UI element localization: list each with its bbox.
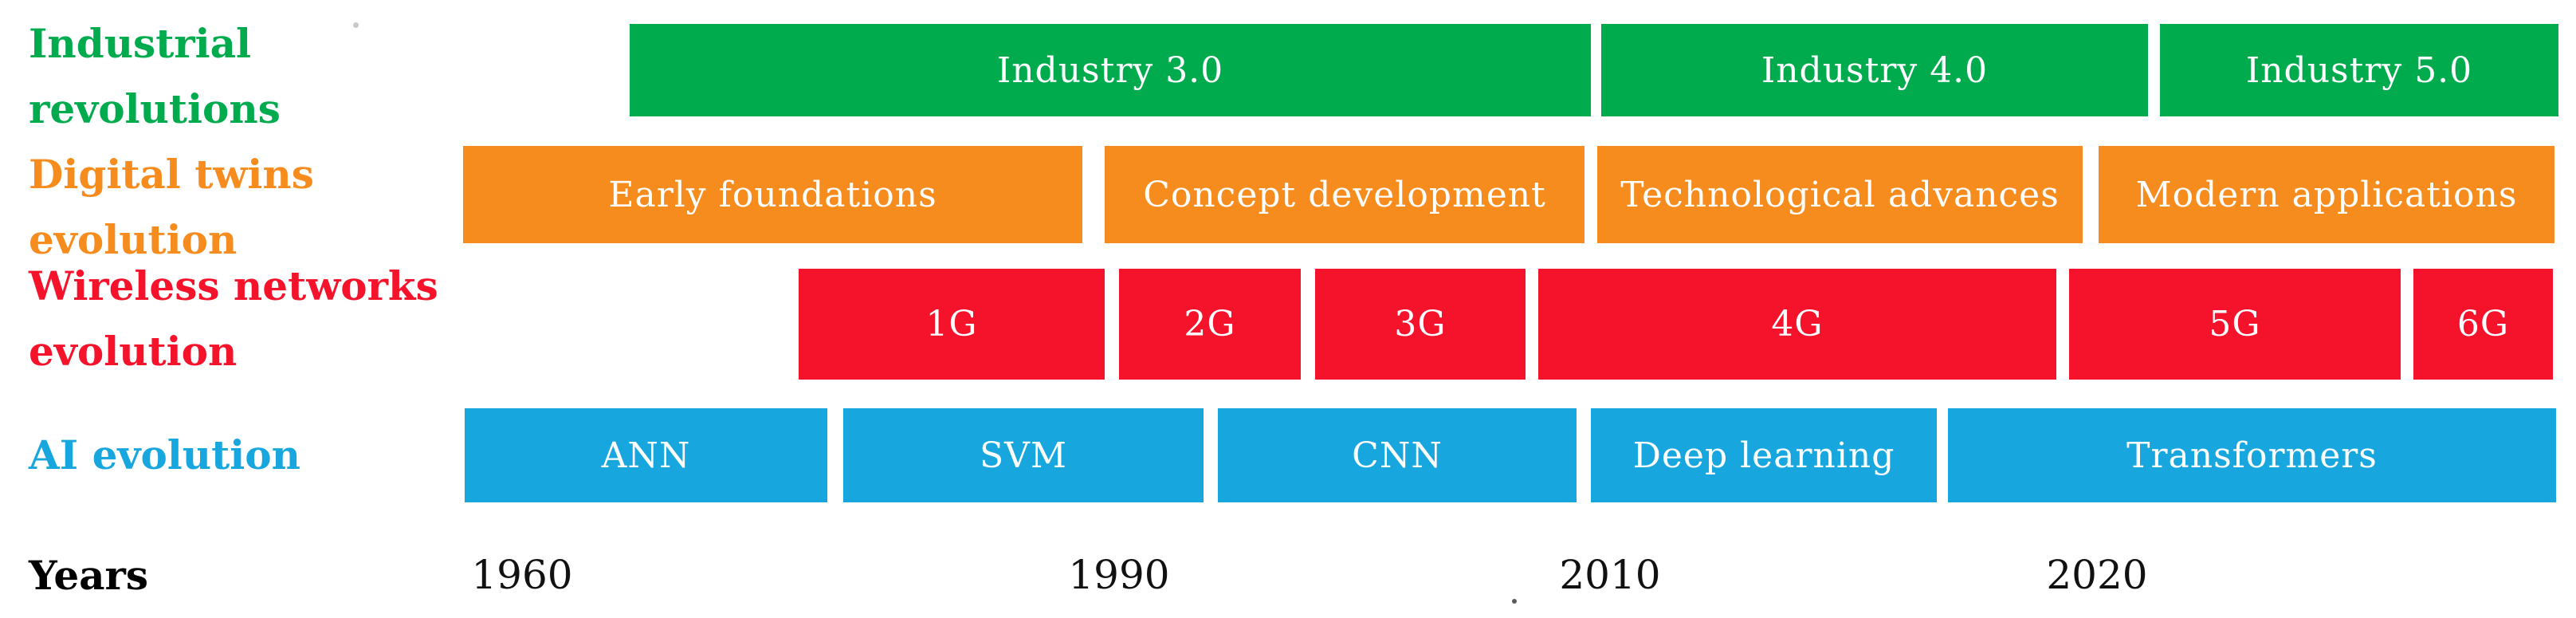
year-tick-2010: 2010 [1559, 552, 1661, 598]
timeline-bar-cnn: CNN [1218, 408, 1577, 502]
row-label-line: AI evolution [29, 431, 300, 478]
timeline-bar-svm: SVM [843, 408, 1204, 502]
timeline-bar-1g: 1G [799, 269, 1105, 380]
year-tick-2020: 2020 [2046, 552, 2148, 598]
timeline-bar-concept-development: Concept development [1105, 146, 1584, 243]
timeline-bar-6g: 6G [2413, 269, 2553, 380]
timeline-bar-label: 4G [1771, 304, 1824, 344]
timeline-bar-label: CNN [1352, 435, 1443, 476]
timeline-bar-label: Modern applications [2135, 174, 2518, 215]
row-label-line: Digital twins [29, 151, 314, 198]
timeline-bar-modern-applications: Modern applications [2099, 146, 2554, 243]
row-label-line: Industrial [29, 20, 252, 67]
row-label-line: Wireless networks [29, 262, 438, 309]
timeline-bar-label: ANN [601, 435, 691, 476]
timeline-bar-label: Industry 4.0 [1761, 49, 1989, 91]
timeline-bar-label: Technological advances [1620, 174, 2060, 215]
timeline-bar-early-foundations: Early foundations [463, 146, 1082, 243]
timeline-bar-label: 1G [925, 304, 978, 344]
timeline-bar-industry-4-0: Industry 4.0 [1601, 24, 2148, 116]
row-label-line: evolution [29, 328, 238, 375]
timeline-bar-label: Industry 5.0 [2245, 49, 2473, 91]
timeline-bar-label: 2G [1184, 304, 1236, 344]
timeline-bar-2g: 2G [1119, 269, 1301, 380]
timeline-bar-label: Early foundations [608, 174, 937, 215]
timeline-bar-industry-5-0: Industry 5.0 [2160, 24, 2558, 116]
timeline-bar-deep-learning: Deep learning [1591, 408, 1937, 502]
timeline-bar-label: Transformers [2126, 435, 2378, 476]
scan-speck-axis [1512, 599, 1517, 604]
timeline-bar-ann: ANN [465, 408, 827, 502]
scan-speck-top [353, 22, 359, 28]
timeline-bar-label: Concept development [1143, 174, 1546, 215]
timeline-bar-industry-3-0: Industry 3.0 [630, 24, 1591, 116]
year-tick-1990: 1990 [1068, 552, 1170, 598]
row-label-ai-evolution: AI evolution [29, 423, 300, 488]
timeline-bar-technological-advances: Technological advances [1597, 146, 2083, 243]
row-label-wireless-networks-evolution: Wireless networks evolution [29, 254, 438, 384]
timeline-bar-5g: 5G [2069, 269, 2401, 380]
row-label-line: evolution [29, 216, 238, 263]
timeline-bar-label: Deep learning [1632, 435, 1895, 476]
row-label-digital-twins-evolution: Digital twins evolution [29, 142, 314, 273]
row-label-line: revolutions [29, 85, 281, 132]
timeline-bar-3g: 3G [1315, 269, 1526, 380]
timeline-bar-label: Industry 3.0 [996, 49, 1224, 91]
row-label-industrial-revolutions: Industrial revolutions [29, 11, 281, 142]
timeline-bar-transformers: Transformers [1948, 408, 2556, 502]
timeline-bar-4g: 4G [1538, 269, 2056, 380]
year-tick-1960: 1960 [471, 552, 573, 598]
timeline-bar-label: SVM [980, 435, 1067, 476]
timeline-bar-label: 5G [2209, 304, 2261, 344]
timeline-bar-label: 6G [2456, 304, 2510, 344]
years-axis-label: Years [29, 552, 149, 599]
timeline-bar-label: 3G [1394, 304, 1447, 344]
